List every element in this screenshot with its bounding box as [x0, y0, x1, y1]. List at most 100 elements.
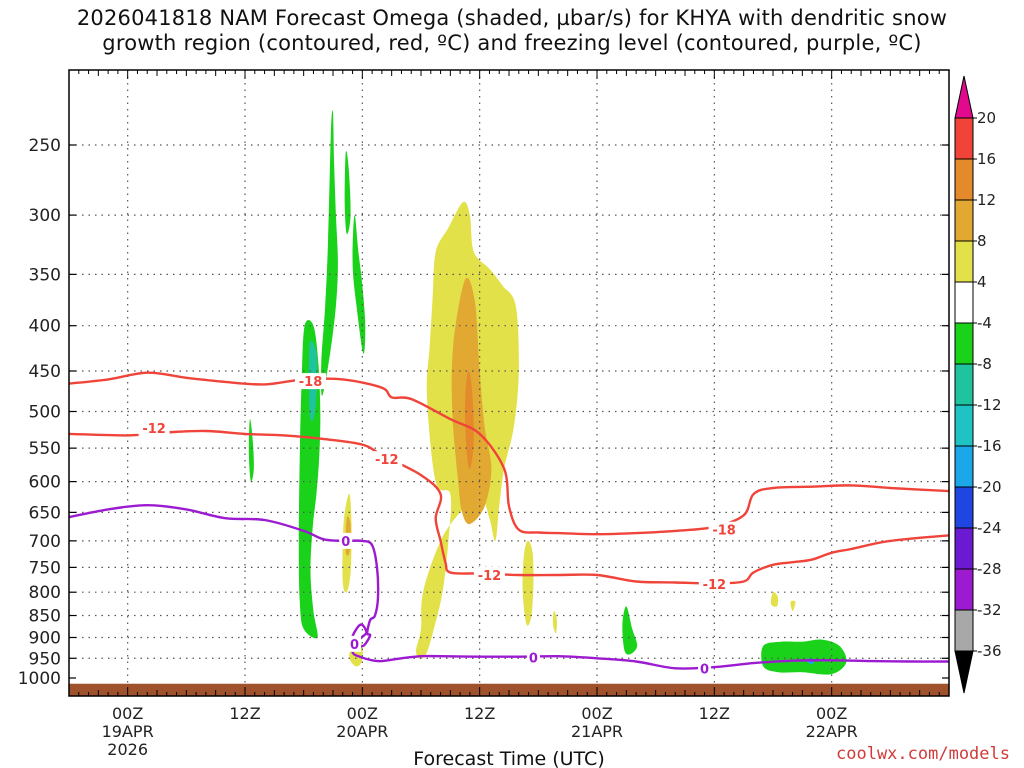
colorbar-label-5: -4	[977, 314, 992, 332]
colorbar-band-5	[954, 322, 974, 365]
colorbar-band-11	[954, 568, 974, 611]
contour-labels: -18 -12 -12 -18 -12 -12 0 0 0 0	[138, 373, 740, 677]
ground-layer	[69, 683, 949, 696]
y-tick-label-900: 900	[29, 628, 61, 648]
omega-region-2	[344, 150, 351, 235]
contour-label-2: -12	[375, 453, 399, 468]
colorbar-bottom-arrow	[954, 650, 974, 694]
colorbar-label-3: 8	[977, 232, 987, 250]
y-tick-label-550: 550	[29, 439, 61, 459]
contour-label-bg-8	[526, 649, 540, 666]
contour-freezing_level	[69, 504, 949, 670]
contour-label-bg-1	[138, 420, 170, 437]
colorbar-label-1: 16	[977, 150, 996, 168]
y-tick-label-1000: 1000	[18, 669, 61, 689]
x-tick-label-24-1: 20APR	[336, 722, 388, 741]
contour-label-4: -12	[478, 569, 502, 584]
colorbar-label-8: -16	[977, 437, 1002, 455]
contour-label-9: 0	[700, 662, 709, 677]
y-tick-label-450: 450	[29, 362, 61, 382]
contour-label-bg-9	[698, 660, 712, 677]
y-tick-label-650: 650	[29, 503, 61, 523]
colorbar-band-0	[954, 117, 974, 160]
omega-region-5	[622, 606, 638, 655]
colorbar-band-12	[954, 609, 974, 652]
x-tick-label-24-0: 00Z	[347, 704, 378, 723]
colorbar-label-2: 12	[977, 191, 996, 209]
colorbar-label-11: -28	[977, 560, 1002, 578]
ground-strip	[69, 683, 949, 696]
y-tick-label-250: 250	[29, 136, 61, 156]
contour-label-1: -12	[142, 422, 166, 437]
colorbar-label-7: -12	[977, 396, 1002, 414]
contour-dendritic_growth_top	[69, 371, 949, 536]
y-tick-label-850: 850	[29, 607, 61, 627]
y-tick-label-950: 950	[29, 649, 61, 669]
x-tick-label-60-0: 12Z	[699, 704, 730, 723]
x-tick-label-12-0: 12Z	[229, 704, 260, 723]
colorbar-label-10: -24	[977, 519, 1002, 537]
colorbar-label-0: 20	[977, 109, 996, 127]
watermark: coolwx.com/models	[836, 744, 1010, 764]
omega-region-4	[248, 418, 254, 482]
omega-region-11	[522, 540, 534, 626]
omega-region-14	[770, 591, 779, 607]
colorbar-label-12: -32	[977, 601, 1002, 619]
contour-label-bg-3	[708, 521, 740, 538]
x-tick-label-48-1: 21APR	[571, 722, 623, 741]
colorbar: 20 16 12 8 4 -4 -8 -12 -16 -20 -24 -28 -32 -36	[954, 75, 1002, 694]
colorbar-band-4	[954, 281, 974, 324]
colorbar-band-10	[954, 527, 974, 570]
contour-label-bg-6	[339, 532, 353, 549]
contour-label-5: -12	[703, 578, 727, 593]
y-tick-label-400: 400	[29, 317, 61, 337]
chart-title: 2026041818 NAM Forecast Omega (shaded, µ…	[0, 6, 1024, 56]
colorbar-label-6: -8	[977, 355, 992, 373]
contour-label-8: 0	[529, 651, 538, 666]
colorbar-band-1	[954, 158, 974, 201]
chart-title-line-2: growth region (contoured, red, ºC) and f…	[102, 31, 922, 55]
x-tick-label-0-0: 00Z	[112, 704, 143, 723]
contour-label-bg-5	[698, 575, 730, 592]
y-tick-label-500: 500	[29, 403, 61, 423]
contour-label-6: 0	[341, 535, 350, 550]
contour-label-bg-0	[295, 373, 327, 390]
contour-label-7: 0	[350, 638, 359, 653]
colorbar-label-13: -36	[977, 642, 1002, 660]
colorbar-top-arrow	[954, 75, 974, 119]
contour-label-0: -18	[299, 375, 323, 390]
y-tick-label-750: 750	[29, 558, 61, 578]
colorbar-band-6	[954, 363, 974, 406]
colorbar-band-8	[954, 445, 974, 488]
x-axis-label: Forecast Time (UTC)	[413, 748, 604, 768]
omega-region-1	[320, 110, 338, 396]
axes: 2503003504004505005506006507007508008509…	[18, 69, 950, 759]
omega-shading	[248, 110, 847, 675]
omega-region-6	[761, 639, 847, 675]
y-tick-label-700: 700	[29, 532, 61, 552]
contour-label-bg-7	[348, 635, 362, 652]
x-tick-label-0-2: 2026	[107, 740, 148, 759]
x-tick-label-72-0: 00Z	[816, 704, 847, 723]
colorbar-label-9: -20	[977, 478, 1002, 496]
omega-region-3	[352, 215, 366, 354]
colorbar-band-9	[954, 486, 974, 529]
omega-region-18	[464, 370, 474, 469]
y-tick-label-800: 800	[29, 583, 61, 603]
chart-title-line-1: 2026041818 NAM Forecast Omega (shaded, µ…	[76, 6, 948, 30]
colorbar-band-3	[954, 240, 974, 283]
omega-region-15	[790, 600, 796, 611]
y-tick-label-300: 300	[29, 206, 61, 226]
colorbar-label-4: 4	[977, 273, 987, 291]
x-tick-label-72-1: 22APR	[806, 722, 858, 741]
x-tick-label-48-0: 00Z	[581, 704, 612, 723]
x-tick-label-0-1: 19APR	[102, 722, 154, 741]
contour-label-3: -18	[712, 524, 736, 539]
contour-label-bg-2	[371, 451, 403, 468]
y-tick-label-600: 600	[29, 473, 61, 493]
colorbar-band-2	[954, 199, 974, 242]
colorbar-band-7	[954, 404, 974, 447]
x-tick-label-36-0: 12Z	[464, 704, 495, 723]
y-tick-label-350: 350	[29, 265, 61, 285]
